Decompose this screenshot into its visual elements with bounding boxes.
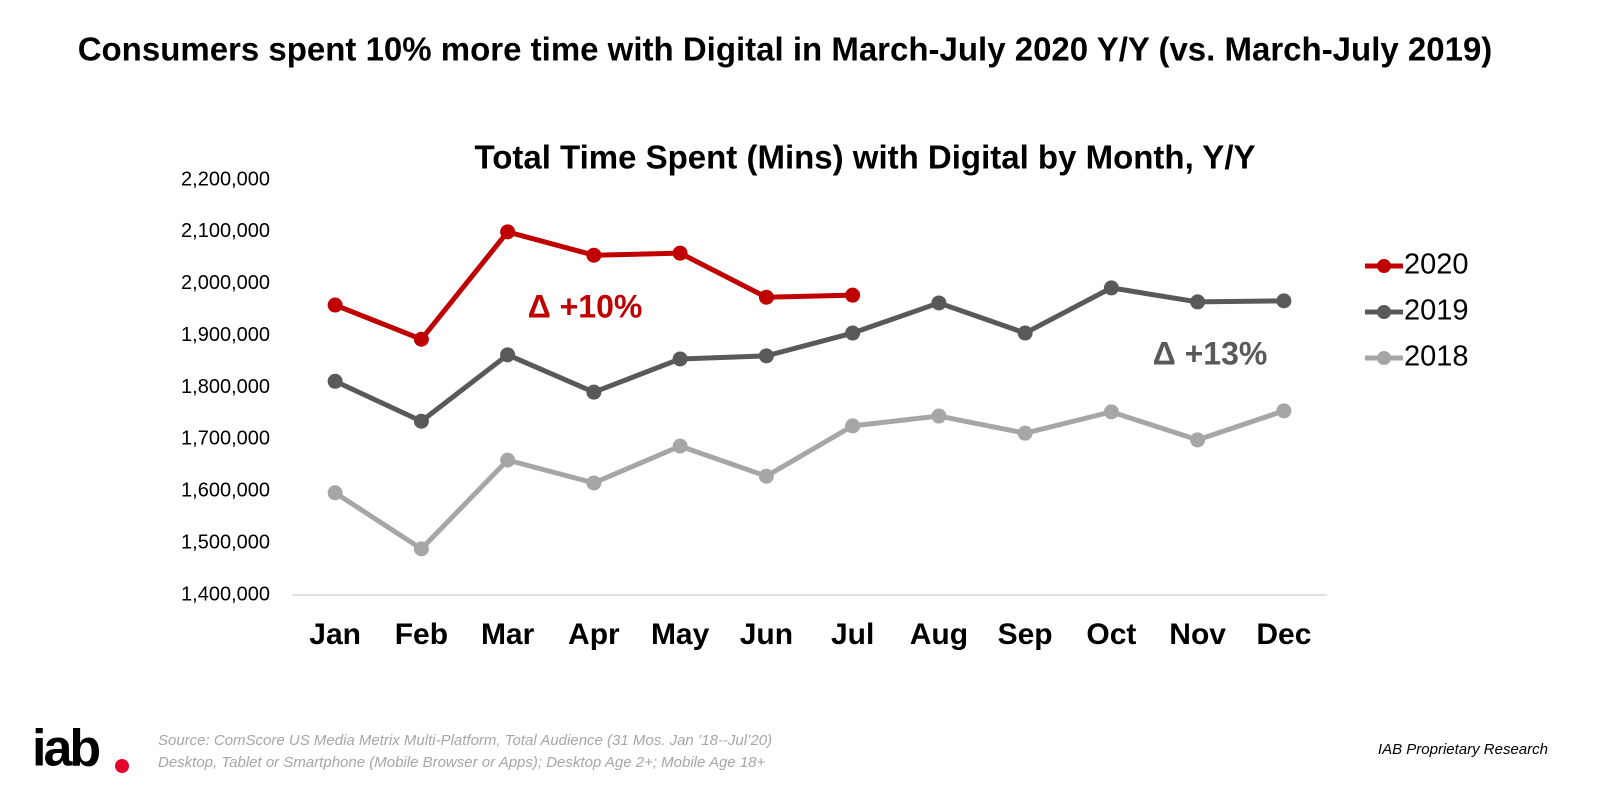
series-marker — [1103, 280, 1119, 296]
x-tick-label: Jul — [831, 618, 874, 651]
series-marker — [758, 289, 774, 305]
series-marker — [1276, 293, 1292, 309]
source-line: Desktop, Tablet or Smartphone (Mobile Br… — [158, 754, 765, 771]
x-tick-label: Oct — [1086, 618, 1136, 651]
series-marker — [672, 438, 688, 454]
series-marker — [845, 325, 861, 341]
series-marker — [500, 224, 516, 240]
legend-label: 2019 — [1404, 295, 1469, 327]
series-marker — [845, 418, 861, 434]
y-tick-label: 1,900,000 — [181, 324, 270, 346]
x-tick-label: May — [651, 618, 710, 651]
x-tick-label: Nov — [1169, 618, 1226, 651]
series-marker — [327, 297, 343, 313]
source-line: Source: ComScore US Media Metrix Multi-P… — [158, 732, 772, 749]
legend-label: 2020 — [1404, 249, 1469, 281]
series-marker — [758, 348, 774, 364]
series-marker — [845, 287, 861, 303]
x-tick-label: Jun — [740, 618, 793, 651]
x-tick-label: Sep — [998, 618, 1053, 651]
x-tick-label: Dec — [1256, 618, 1311, 651]
y-tick-label: 2,200,000 — [181, 168, 270, 190]
x-tick-label: Mar — [481, 618, 535, 651]
y-tick-label: 1,500,000 — [181, 531, 270, 553]
legend-marker — [1377, 305, 1391, 319]
series-marker — [1276, 403, 1292, 419]
y-tick-label: 1,400,000 — [181, 583, 270, 605]
series-marker — [1017, 325, 1033, 341]
legend-marker — [1377, 351, 1391, 365]
series-marker — [327, 373, 343, 389]
y-tick-label: 1,600,000 — [181, 480, 270, 502]
annotation: Δ +10% — [528, 288, 643, 324]
series-marker — [672, 245, 688, 261]
legend-marker — [1377, 259, 1391, 273]
series-marker — [1103, 404, 1119, 420]
series-marker — [500, 347, 516, 363]
series-marker — [1190, 432, 1206, 448]
x-tick-label: Aug — [910, 618, 968, 651]
y-tick-label: 1,800,000 — [181, 376, 270, 398]
logo: iab — [32, 720, 99, 778]
series-line — [334, 285, 1284, 424]
series-marker — [500, 452, 516, 468]
series-marker — [1190, 294, 1206, 310]
series-marker — [586, 247, 602, 263]
x-tick-label: Jan — [309, 618, 361, 651]
series-line — [333, 408, 1285, 552]
logo-dot — [115, 759, 129, 773]
y-tick-label: 2,100,000 — [181, 220, 270, 242]
y-tick-label: 1,700,000 — [181, 428, 270, 450]
series-marker — [758, 468, 774, 484]
series-marker — [413, 541, 429, 557]
series-marker — [931, 295, 947, 311]
legend-label: 2018 — [1404, 341, 1469, 373]
series-marker — [327, 485, 343, 501]
y-tick-label: 2,000,000 — [181, 272, 270, 294]
x-tick-label: Apr — [568, 618, 620, 651]
annotation: Δ +13% — [1153, 335, 1268, 371]
x-tick-label: Feb — [395, 618, 448, 651]
series-marker — [413, 331, 429, 347]
chart-title: Total Time Spent (Mins) with Digital by … — [474, 139, 1255, 176]
footer-note: IAB Proprietary Research — [1378, 741, 1548, 758]
series-marker — [672, 351, 688, 367]
series-marker — [413, 413, 429, 429]
series-marker — [1017, 425, 1033, 441]
series-marker — [586, 384, 602, 400]
series-marker — [931, 408, 947, 424]
series-marker — [586, 475, 602, 491]
slide-title: Consumers spent 10% more time with Digit… — [78, 31, 1493, 68]
